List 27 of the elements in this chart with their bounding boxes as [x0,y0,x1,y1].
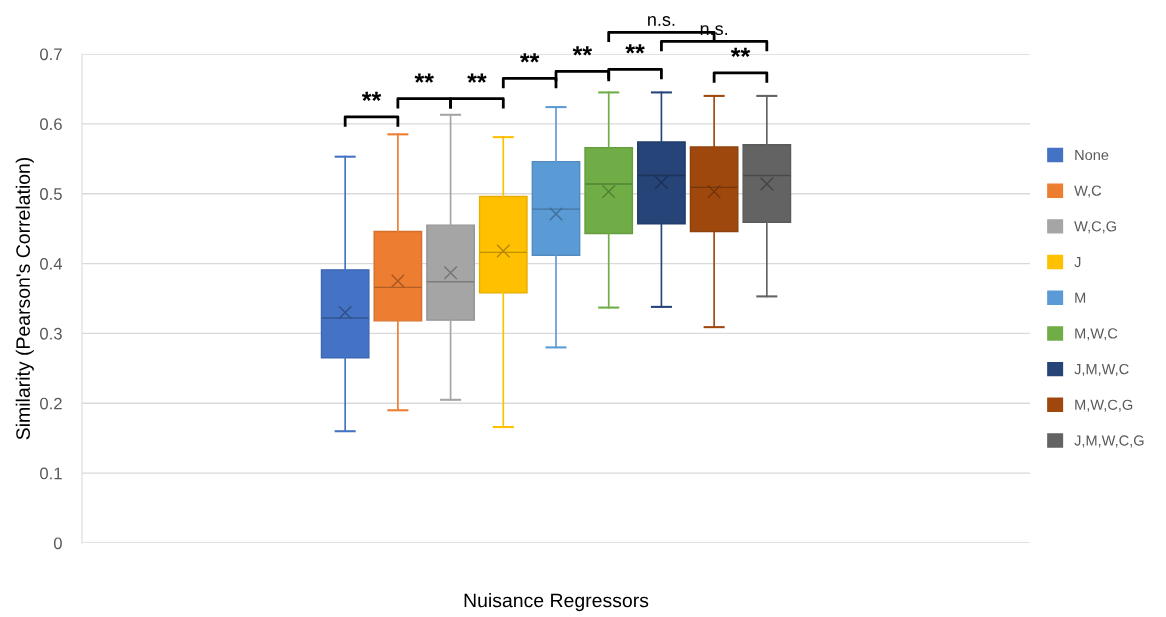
y-tick-label: 0 [53,537,62,550]
annotation: ** [467,73,487,83]
annotation: ** [519,53,540,63]
legend-label: M [1075,292,1086,303]
y-tick-label: 0.4 [40,257,63,270]
legend-label: J [1074,257,1081,268]
legend-label: W,C,G [1074,221,1116,234]
y-tick-label: 0.2 [40,397,62,410]
annotation: ** [572,46,593,56]
annotation: ** [730,47,751,57]
y-tick-label: 0.1 [40,467,62,480]
annotation: ** [414,73,434,83]
y-tick-label: 0.6 [40,118,62,131]
legend-label: M,W,C [1075,328,1118,341]
legend-label: J,M,W,C,G [1074,435,1144,448]
legend-label: None [1075,149,1109,161]
text: ** [625,44,645,54]
text: n.s. [648,16,675,26]
y-tick-label: 0.3 [40,327,62,340]
y-tick-label: 0.7 [40,48,62,61]
x-axis-title: Nuisance Regressors [464,593,649,612]
y-tick-label: 0.5 [40,188,62,200]
y-axis-title: Similarity (Pearson's Correlation) [15,157,34,440]
legend-label: W,C [1074,185,1102,198]
legend-label: M,W,C,G [1075,399,1133,412]
legend-label: J,M,W,C [1074,363,1129,376]
annotation: ** [361,91,382,101]
